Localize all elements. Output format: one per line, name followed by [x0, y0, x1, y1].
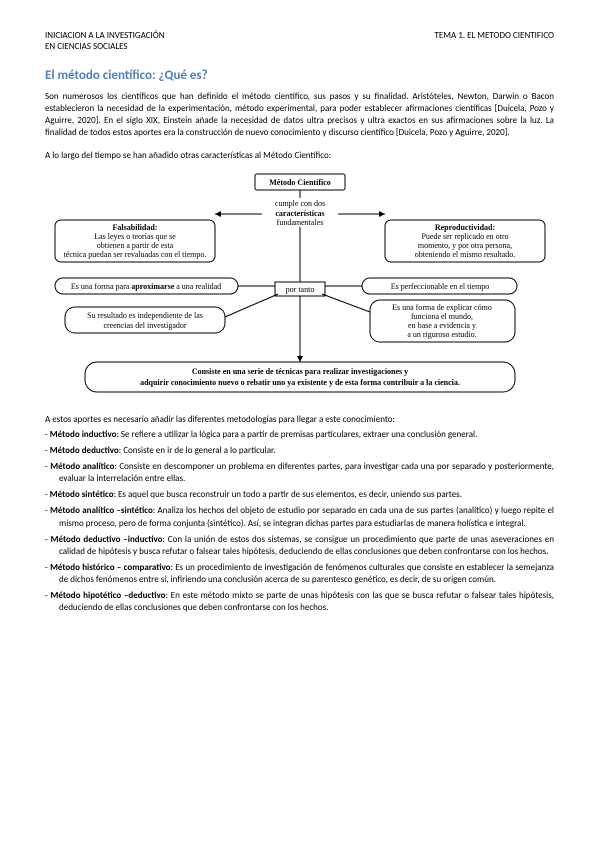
svg-text:Las leyes o teorías que se: Las leyes o teorías que se: [94, 232, 176, 241]
methods-intro: A estos aportes es necesario añadir las …: [45, 414, 554, 425]
svg-text:cumple con dos: cumple con dos: [274, 199, 324, 208]
svg-text:Es una forma de explicar cómo: Es una forma de explicar cómo: [392, 303, 492, 312]
header-left-line2: EN CIENCIAS SOCIALES: [45, 41, 165, 52]
method-item: Método hipotético –deductivo: En este mé…: [45, 590, 554, 614]
svg-text:Puede ser replicado en otro: Puede ser replicado en otro: [421, 232, 508, 241]
method-item: Método histórico – comparativo: Es un pr…: [45, 562, 554, 586]
svg-text:a un riguroso estudio.: a un riguroso estudio.: [407, 330, 476, 339]
header-left: INICIACION A LA INVESTIGACIÓN EN CIENCIA…: [45, 30, 165, 52]
diagram-top-label: Método Científico: [269, 178, 331, 187]
diagram-svg: Método Científico cumple con dos caracte…: [50, 172, 550, 402]
intro-paragraph-1: Son numerosos los científicos que han de…: [45, 91, 554, 140]
method-item: Método inductivo: Se refiere a utilizar …: [45, 429, 554, 441]
page-header: INICIACION A LA INVESTIGACIÓN EN CIENCIA…: [45, 30, 554, 52]
method-item: Método deductivo: Consiste en ir de lo g…: [45, 445, 554, 457]
svg-text:funciona el mundo,: funciona el mundo,: [411, 312, 473, 321]
svg-text:Es perfeccionable en el tiempo: Es perfeccionable en el tiempo: [390, 282, 489, 291]
svg-text:Es una forma para aproximarse: Es una forma para aproximarse a una real…: [70, 282, 220, 291]
method-item: Método analítico –sintético: Analiza los…: [45, 505, 554, 529]
svg-text:momento, y por otra persona,: momento, y por otra persona,: [417, 241, 511, 250]
svg-text:en base a evidencia y: en base a evidencia y: [408, 321, 476, 330]
intro-paragraph-2: A lo largo del tiempo se han añadido otr…: [45, 150, 554, 162]
svg-text:Reproductividad:: Reproductividad:: [434, 223, 494, 232]
svg-text:obtienen a partir de esta: obtienen a partir de esta: [96, 241, 173, 250]
methods-list: Método inductivo: Se refiere a utilizar …: [45, 429, 554, 615]
svg-text:creencias del investigador: creencias del investigador: [103, 321, 186, 330]
svg-text:Consiste en una serie de técni: Consiste en una serie de técnicas para r…: [191, 367, 407, 376]
method-item: Método deductivo –inductivo: Con la unió…: [45, 534, 554, 558]
svg-text:obteniendo el mismo resultado.: obteniendo el mismo resultado.: [414, 250, 514, 259]
svg-text:por tanto: por tanto: [285, 285, 314, 294]
svg-text:adquirir conocimiento nuevo o: adquirir conocimiento nuevo o rebatir un…: [140, 378, 460, 387]
svg-text:características: características: [275, 209, 324, 218]
section-title: El método científico: ¿Qué es?: [45, 68, 554, 83]
method-item: Método sintético: Es aquel que busca rec…: [45, 489, 554, 501]
svg-text:Su resultado es independiente: Su resultado es independiente de las: [87, 311, 203, 320]
method-item: Método analítico: Consiste en descompone…: [45, 461, 554, 485]
svg-text:Falsabilidad:: Falsabilidad:: [112, 223, 157, 232]
svg-text:técnica puedan ser revaluadas: técnica puedan ser revaluadas con el tie…: [63, 250, 206, 259]
header-right: TEMA 1. EL METODO CIENTIFICO: [434, 30, 554, 52]
concept-diagram: Método Científico cumple con dos caracte…: [45, 172, 554, 402]
header-left-line1: INICIACION A LA INVESTIGACIÓN: [45, 30, 165, 41]
svg-text:fundamentales: fundamentales: [276, 218, 323, 227]
